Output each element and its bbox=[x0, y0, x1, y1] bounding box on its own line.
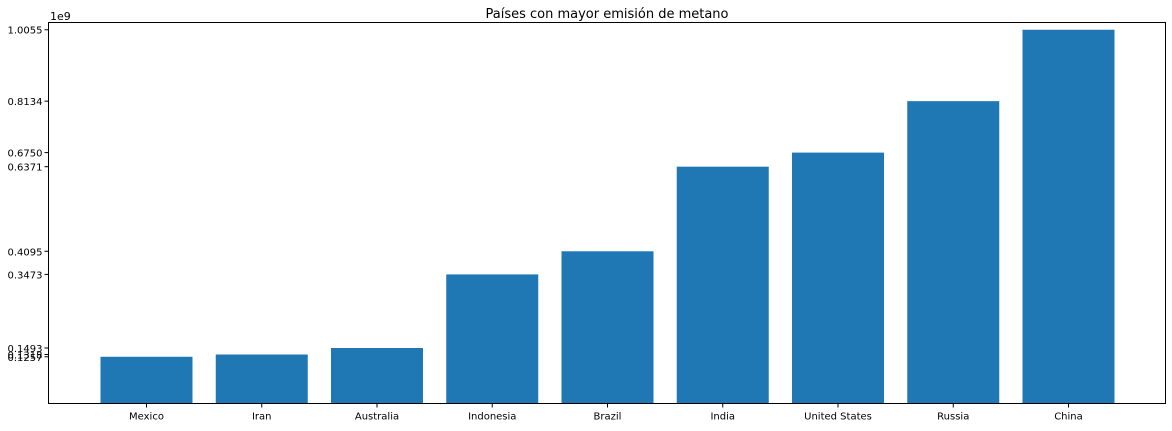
y-tick-label: 0.1257 bbox=[8, 353, 43, 364]
x-tick-label: China bbox=[1054, 412, 1083, 423]
bar-china bbox=[1022, 29, 1115, 404]
x-tick-label: United States bbox=[804, 412, 872, 423]
bar-united-states bbox=[792, 152, 884, 404]
y-tick-label: 0.1493 bbox=[8, 344, 43, 355]
y-tick-label: 0.6750 bbox=[8, 149, 43, 160]
x-tick-label: Indonesia bbox=[468, 412, 516, 423]
y-tick-label: 0.6371 bbox=[8, 163, 43, 174]
bar-indonesia bbox=[446, 274, 539, 404]
y-tick-label: 1.0055 bbox=[8, 26, 43, 37]
x-tick-label: India bbox=[710, 412, 735, 423]
y-tick-label: 0.1318 bbox=[8, 351, 43, 362]
x-tick-label: Russia bbox=[937, 412, 969, 423]
y-tick-label: 0.3473 bbox=[8, 270, 43, 281]
y-tick-label: 0.8134 bbox=[8, 97, 43, 108]
y-offset-text: 1e9 bbox=[50, 10, 71, 23]
bar-iran bbox=[215, 354, 308, 404]
x-tick-label: Australia bbox=[355, 412, 399, 423]
bar-australia bbox=[331, 348, 423, 404]
bar-india bbox=[676, 166, 769, 404]
bar-mexico bbox=[100, 356, 193, 404]
x-ticks-group: Mexico Iran Australia Indonesia Brazil India U… bbox=[129, 403, 1083, 423]
y-tick-label: 0.4095 bbox=[8, 247, 43, 258]
plot-frame bbox=[48, 22, 1166, 404]
bar-russia bbox=[907, 101, 1000, 404]
bar-brazil bbox=[561, 251, 654, 404]
bars-group bbox=[100, 29, 1115, 404]
x-tick-label: Mexico bbox=[129, 412, 164, 423]
chart-title: Países con mayor emisión de metano bbox=[485, 7, 728, 22]
x-tick-label: Iran bbox=[252, 412, 272, 423]
x-tick-label: Brazil bbox=[594, 412, 622, 423]
